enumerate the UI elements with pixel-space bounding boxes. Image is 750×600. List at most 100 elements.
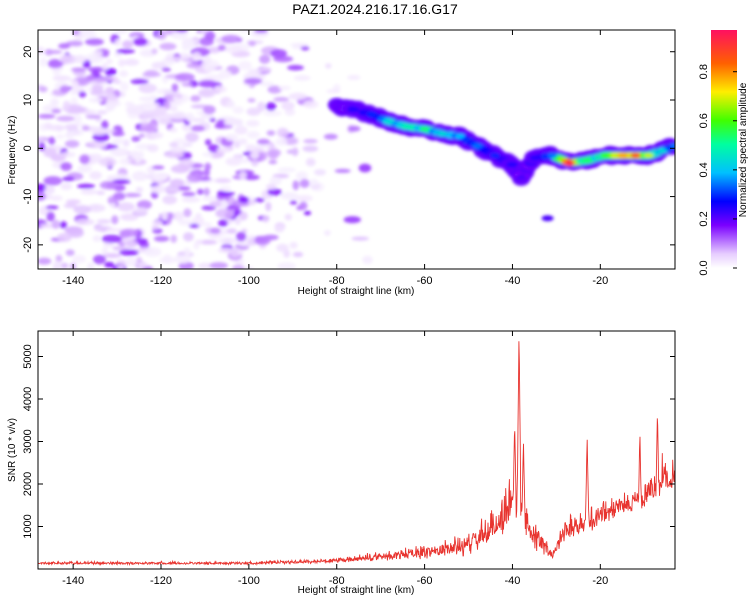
heatmap-noise-blob — [292, 251, 304, 258]
heatmap-secondary-blob — [541, 215, 554, 222]
heatmap-noise-blob — [234, 125, 248, 135]
heatmap-noise-blob — [65, 199, 81, 205]
heatmap-noise-blob — [292, 180, 300, 191]
heatmap-noise-blob — [39, 86, 48, 93]
heatmap-noise-blob — [105, 86, 115, 95]
heatmap-noise-blob — [171, 83, 179, 92]
heatmap-ridge-point — [670, 143, 675, 149]
snr-x-tick-label: -40 — [505, 575, 521, 587]
heatmap-noise-blob — [260, 67, 272, 72]
heatmap-noise-blob — [247, 199, 257, 206]
heatmap-noise-blob — [81, 125, 90, 131]
heatmap-noise-blob — [238, 30, 254, 33]
heatmap-noise-blob — [232, 264, 245, 269]
heatmap-y-tick-label: -10 — [22, 189, 34, 205]
heatmap-noise-blob — [203, 187, 210, 197]
heatmap-noise-blob — [347, 74, 361, 81]
heatmap-noise-blob — [243, 174, 260, 181]
heatmap-noise-blob — [358, 163, 372, 173]
heatmap-noise-blob — [325, 63, 332, 69]
heatmap-noise-blob — [197, 222, 213, 227]
heatmap-noise-blob — [112, 147, 127, 155]
heatmap-noise-blob — [122, 40, 134, 49]
heatmap-noise-blob — [116, 265, 125, 269]
heatmap-noise-blob — [63, 203, 77, 209]
heatmap-noise-blob — [190, 95, 201, 102]
heatmap-noise-blob — [96, 190, 106, 195]
heatmap-noise-blob — [44, 185, 55, 194]
heatmap-noise-blob — [119, 157, 134, 166]
colorbar-axis: 0.0 0.2 0.4 0.6 0.8 — [698, 64, 737, 276]
heatmap-noise-blob — [143, 247, 162, 257]
heatmap-noise-blob — [254, 235, 271, 246]
heatmap-noise-blob — [209, 262, 228, 269]
heatmap-noise-blob — [172, 211, 185, 221]
heatmap-noise-blob — [84, 38, 104, 46]
heatmap-noise-blob — [126, 239, 138, 248]
heatmap-noise-blob — [169, 178, 185, 188]
heatmap-noise-blob — [259, 81, 275, 87]
heatmap-noise-blob — [107, 175, 115, 182]
heatmap-noise-blob — [238, 138, 248, 145]
heatmap-noise-blob — [197, 188, 204, 195]
heatmap-noise-blob — [181, 196, 201, 203]
heatmap-noise-blob — [58, 43, 71, 49]
heatmap-noise-blob — [265, 102, 277, 111]
heatmap-noise-blob — [61, 54, 78, 64]
heatmap-noise-blob — [284, 213, 292, 221]
heatmap-noise-blob — [50, 98, 59, 106]
heatmap-noise-blob — [115, 30, 128, 35]
heatmap-noise-blob — [51, 219, 61, 229]
heatmap-noise-blob — [156, 30, 167, 40]
heatmap-noise-blob — [77, 183, 95, 189]
snr-y-tick-label: 4000 — [22, 387, 34, 411]
heatmap-noise-blob — [239, 171, 247, 180]
heatmap-noise-blob — [118, 59, 126, 67]
heatmap-noise-blob — [87, 204, 106, 213]
heatmap-noise-blob — [174, 254, 191, 264]
heatmap-noise-blob — [85, 75, 96, 82]
heatmap-noise-blob — [76, 33, 84, 39]
heatmap-noise-blob — [214, 178, 232, 184]
heatmap-ridge-point — [331, 104, 342, 110]
heatmap-noise-blob — [132, 171, 148, 182]
heatmap-noise-blob — [185, 132, 199, 143]
heatmap-noise-blob — [53, 260, 62, 269]
heatmap-noise-blob — [326, 89, 341, 94]
heatmap-noise-blob — [276, 127, 289, 138]
heatmap-noise-blob — [50, 195, 63, 201]
heatmap-noise-blob — [99, 181, 117, 190]
heatmap-noise-blob — [104, 68, 117, 76]
heatmap-noise-blob — [175, 93, 183, 99]
heatmap-noise-blob — [55, 134, 65, 140]
heatmap-noise-blob — [92, 235, 102, 242]
heatmap-noise-blob — [246, 120, 260, 127]
heatmap-ridge-point — [630, 153, 641, 158]
heatmap-noise-blob — [225, 100, 235, 109]
heatmap-noise-blob — [192, 216, 205, 224]
heatmap-noise-blob — [96, 219, 111, 224]
heatmap-noise-blob — [71, 80, 79, 90]
heatmap-noise-blob — [167, 112, 188, 120]
heatmap-noise-blob — [190, 117, 205, 123]
heatmap-noise-blob — [277, 262, 296, 269]
heatmap-noise-blob — [109, 202, 116, 208]
heatmap-noise-blob — [229, 247, 241, 257]
heatmap-noise-blob — [136, 200, 152, 210]
snr-axes: -140 -120 -100 -80 -60 -40 -20 1000 2000 3000 4000… — [22, 331, 675, 587]
heatmap-noise-blob — [217, 191, 236, 197]
heatmap-noise-blob — [121, 193, 142, 198]
colorbar-tick-label: 0.6 — [698, 113, 710, 128]
heatmap-ridge-point — [516, 174, 527, 180]
heatmap-noise-blob — [238, 196, 250, 203]
heatmap-x-tick-label: -120 — [150, 275, 172, 287]
heatmap-noise-blob — [169, 146, 187, 154]
heatmap-noise-blob — [105, 228, 125, 232]
heatmap-noise-blob — [137, 261, 149, 268]
heatmap-noise-blob — [293, 75, 311, 81]
heatmap-noise-blob — [181, 82, 193, 87]
heatmap-noise-blob — [95, 77, 106, 84]
heatmap-noise-blob — [153, 235, 170, 242]
heatmap-noise-blob — [273, 97, 290, 102]
heatmap-noise-blob — [93, 143, 107, 148]
